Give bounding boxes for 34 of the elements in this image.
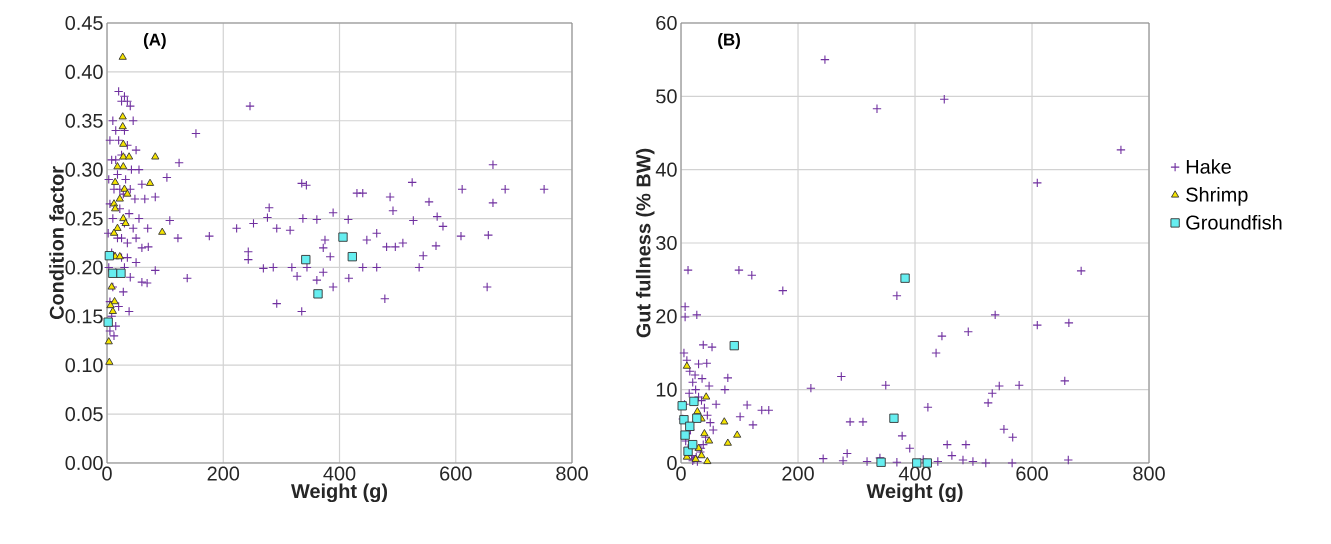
y-tick-label: 0.20 bbox=[65, 260, 103, 275]
x-axis-title: Weight (g) bbox=[291, 483, 388, 503]
legend-label: Hake bbox=[1186, 159, 1231, 174]
y-tick-label: 0.00 bbox=[65, 455, 103, 471]
y-tick-label: 0.30 bbox=[65, 162, 103, 177]
annotation: (B) bbox=[718, 33, 740, 49]
y-tick-label: 0.15 bbox=[65, 309, 103, 324]
x-axis-title: Weight (g) bbox=[866, 483, 963, 503]
y-tick-label: 40 bbox=[655, 162, 677, 177]
x-tick-label: 400 bbox=[898, 466, 931, 481]
x-tick-label: 200 bbox=[782, 466, 814, 481]
y-tick-label: 0.45 bbox=[65, 15, 103, 31]
x-tick-label: 400 bbox=[323, 466, 356, 481]
y-tick-label: 0.25 bbox=[65, 211, 103, 226]
y-tick-label: 0.05 bbox=[65, 407, 103, 422]
annotation: (A) bbox=[143, 33, 166, 49]
y-axis-title: Condition factor bbox=[49, 166, 64, 320]
x-tick-label: 600 bbox=[1016, 466, 1048, 481]
y-tick-label: 30 bbox=[656, 235, 677, 251]
y-tick-label: 10 bbox=[656, 382, 677, 397]
y-tick-label: 50 bbox=[656, 89, 677, 104]
y-tick-label: 20 bbox=[656, 309, 677, 324]
y-axis-title: Gut fullness (% BW) bbox=[635, 148, 655, 338]
y-tick-label: 0.40 bbox=[65, 64, 103, 79]
y-tick-label: 60 bbox=[656, 15, 677, 31]
y-tick-label: 0.10 bbox=[65, 358, 103, 373]
y-tick-label: 0.35 bbox=[65, 113, 103, 128]
x-tick-label: 600 bbox=[440, 466, 472, 481]
legend-label: Shrimp bbox=[1186, 187, 1248, 206]
y-tick-label: 0 bbox=[667, 455, 677, 471]
legend-label: Groundfish bbox=[1186, 214, 1282, 230]
x-tick-label: 200 bbox=[207, 466, 240, 481]
x-tick-label: 800 bbox=[556, 466, 588, 481]
x-tick-label: 800 bbox=[1133, 466, 1165, 481]
